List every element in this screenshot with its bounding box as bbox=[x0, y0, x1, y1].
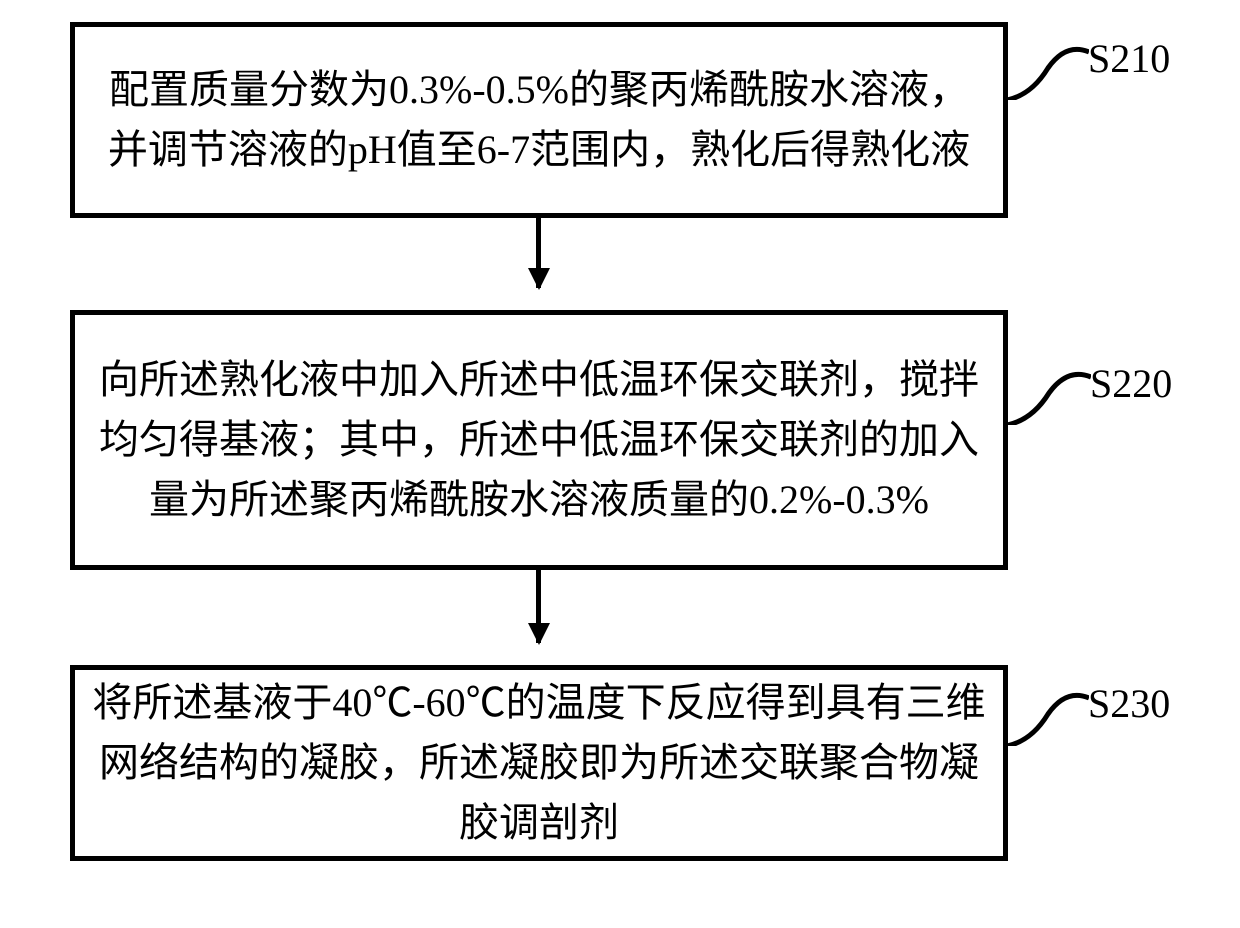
flow-node-text: 配置质量分数为0.3%-0.5%的聚丙烯酰胺水溶液，并调节溶液的pH值至6-7范… bbox=[91, 60, 987, 180]
flow-node-s230: 将所述基液于40℃-60℃的温度下反应得到具有三维网络结构的凝胶，所述凝胶即为所… bbox=[70, 665, 1008, 861]
flow-node-text: 将所述基液于40℃-60℃的温度下反应得到具有三维网络结构的凝胶，所述凝胶即为所… bbox=[91, 673, 987, 853]
flow-node-s220: 向所述熟化液中加入所述中低温环保交联剂，搅拌均匀得基液；其中，所述中低温环保交联… bbox=[70, 310, 1008, 570]
flow-label-s220: S220 bbox=[1090, 360, 1172, 407]
flow-node-s210: 配置质量分数为0.3%-0.5%的聚丙烯酰胺水溶液，并调节溶液的pH值至6-7范… bbox=[70, 22, 1008, 218]
flowchart-canvas: 配置质量分数为0.3%-0.5%的聚丙烯酰胺水溶液，并调节溶液的pH值至6-7范… bbox=[0, 0, 1240, 928]
flow-label-s230: S230 bbox=[1088, 680, 1170, 727]
flow-label-s210: S210 bbox=[1088, 35, 1170, 82]
flow-arrow-s210-s220 bbox=[536, 218, 541, 288]
flow-arrow-s220-s230 bbox=[536, 570, 541, 643]
label-connector-s210 bbox=[1007, 36, 1089, 100]
label-connector-s230 bbox=[1007, 682, 1089, 746]
flow-node-text: 向所述熟化液中加入所述中低温环保交联剂，搅拌均匀得基液；其中，所述中低温环保交联… bbox=[91, 350, 987, 530]
label-connector-s220 bbox=[1007, 361, 1091, 425]
